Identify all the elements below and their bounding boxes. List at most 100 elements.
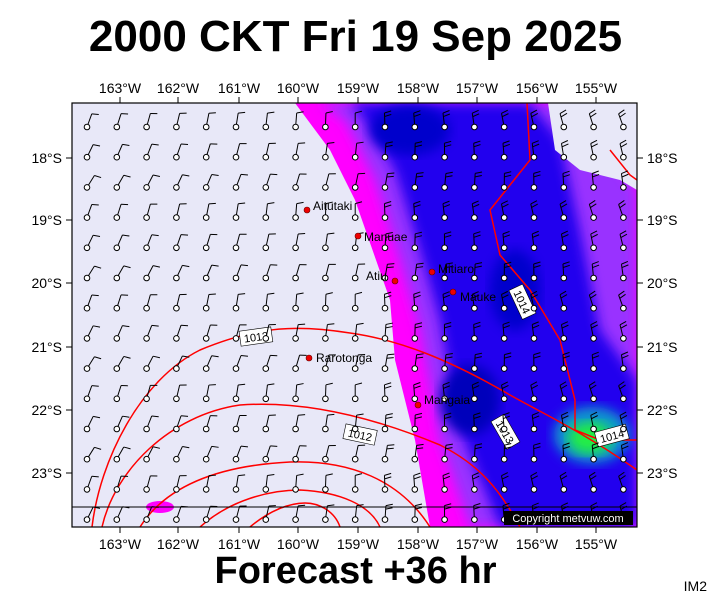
lat-label-left: 18°S [31,150,62,166]
copyright-box [504,511,633,525]
wind-barb [471,502,481,523]
wind-barb [202,293,216,312]
wind-barb [202,174,219,191]
lat-label-left: 22°S [31,402,62,418]
lon-label-bottom: 156°W [516,536,559,552]
wind-barb [560,442,570,463]
wind-barb [381,322,393,342]
wind-barb [620,170,629,191]
wind-barb [113,265,131,282]
wind-barb [530,109,538,131]
wind-barb [381,382,392,403]
wind-barb [441,503,452,523]
lat-label-right: 21°S [647,339,678,355]
wind-barb [588,200,597,221]
place-rarotonga: Rarotonga [316,351,372,365]
isobar-1010 [199,489,381,527]
wind-barb [232,414,247,433]
wind-barb [322,232,335,252]
wind-barb [292,445,307,463]
wind-barb [500,109,509,131]
wind-barb [202,264,219,282]
wind-barb [351,382,363,403]
isobar-1013 [91,327,637,527]
wind-barb [262,383,275,403]
wind-barb [232,233,247,252]
image-tag: IM2 [683,578,707,594]
wind-barb [322,382,333,403]
wind-barb [292,473,304,493]
wind-barb [471,262,483,282]
wind-barb [202,324,218,342]
wind-barb [173,174,190,191]
place-atiu: Atiu [366,269,387,283]
wind-barb [500,290,509,312]
wind-barb [471,291,480,312]
axis-top: 163°W 162°W 161°W 160°W 159°W 158°W 157°W 156°W… [99,80,618,103]
wind-barb [590,139,598,161]
wind-barb [530,290,538,312]
lon-label-top: 163°W [99,80,142,96]
wind-barb [232,264,249,282]
wind-barb [143,355,161,372]
wind-barb [411,200,421,221]
wind-barb [530,140,540,161]
wind-barb [143,475,158,493]
wind-barb [500,321,511,342]
wind-barb [232,355,249,372]
wind-barb [471,171,483,191]
wind-barb [83,475,99,493]
wind-barb [351,110,363,131]
wind-barb [173,446,190,463]
wind-barb [351,232,364,252]
lat-label-left: 20°S [31,275,62,291]
wind-barb [381,291,392,312]
wind-barb [143,113,158,131]
marker-mangaia [414,401,422,409]
wind-barb [322,201,333,221]
wind-barb [202,505,218,523]
wind-barb [322,173,336,191]
wind-barb [381,353,395,372]
wind-barb [292,414,306,433]
lon-label-top: 162°W [157,80,200,96]
wind-barbs [83,109,629,523]
wind-barb [322,445,336,463]
wind-barb [618,109,627,131]
wind-barb [83,175,102,191]
wind-barb [471,412,481,433]
place-aitutaki: Aitutaki [313,199,352,213]
wind-barb [113,415,130,433]
wind-barb [471,200,480,221]
wind-barb [618,471,627,493]
wind-barb [83,325,101,342]
lon-label-top: 160°W [277,80,320,96]
wind-barb [530,321,540,342]
wind-barb [232,143,247,161]
wind-barb [143,174,161,191]
wind-barb [559,109,568,131]
place-manuae: Manuae [364,230,408,244]
wind-barb [441,200,451,221]
wind-barb [351,413,364,433]
lon-label-top: 156°W [516,80,559,96]
wind-barb [351,263,366,282]
wind-barb [530,442,541,463]
wind-barb [202,112,216,131]
isobars [91,103,637,527]
wind-barb [441,472,451,493]
wind-barb [618,290,627,312]
wind-barb [173,203,187,221]
copyright-text: Copyright metvuw.com [512,513,623,525]
marker-mitiaro [428,268,436,276]
lon-label-bottom: 155°W [575,536,618,552]
wind-barb [322,292,333,312]
wind-barb [471,381,480,403]
lon-label-top: 159°W [337,80,380,96]
wind-barb [292,292,304,312]
axis-left: 18°S 19°S 20°S 21°S 22°S 23°S [31,150,72,481]
marker-rarotonga [305,354,313,362]
wind-barb [559,381,568,403]
wind-barb [232,474,246,493]
wind-barb [83,265,102,282]
